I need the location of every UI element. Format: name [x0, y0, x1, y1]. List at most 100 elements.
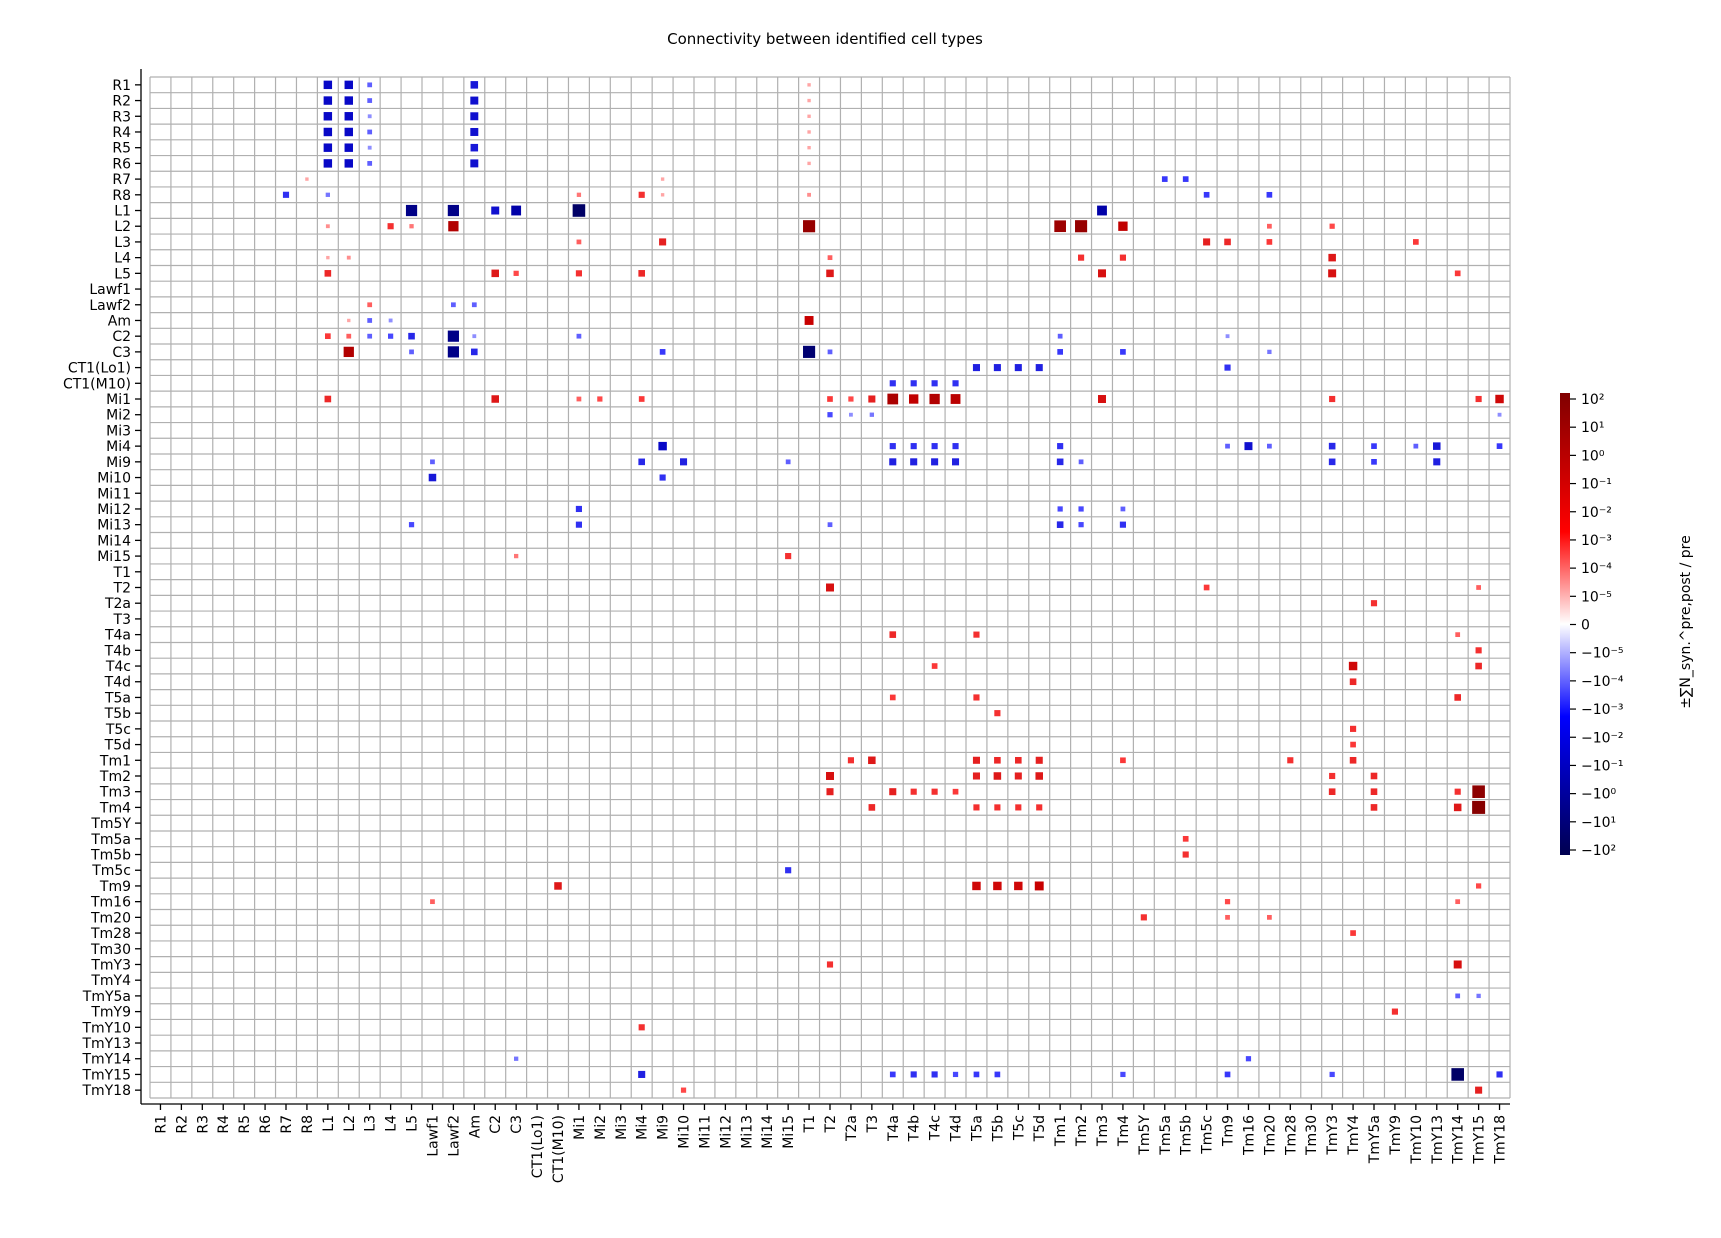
connectivity-cell — [973, 694, 980, 701]
y-tick-label: C3 — [112, 345, 131, 361]
connectivity-cell — [1078, 459, 1084, 465]
y-tick-label: Lawf1 — [89, 282, 131, 298]
connectivity-cell — [409, 349, 414, 355]
connectivity-cell — [1119, 254, 1126, 261]
y-tick-label: TmY13 — [81, 1036, 131, 1052]
x-tick-label: TmY5a — [1367, 1115, 1383, 1164]
x-tick-label: Tm20 — [1262, 1115, 1278, 1156]
y-tick-label: Mi9 — [106, 455, 131, 471]
x-tick-label: Tm1 — [1053, 1115, 1069, 1147]
connectivity-cell — [511, 205, 522, 216]
connectivity-cell — [910, 1071, 917, 1078]
connectivity-cell — [1225, 334, 1230, 339]
connectivity-cell — [931, 663, 938, 669]
connectivity-cell — [576, 239, 582, 245]
y-tick-label: Tm9 — [99, 879, 131, 895]
connectivity-cell — [807, 161, 811, 166]
connectivity-cell — [1161, 176, 1168, 182]
connectivity-cell — [367, 98, 373, 103]
connectivity-cell — [952, 1071, 959, 1078]
y-tick-label: Tm1 — [99, 753, 131, 769]
colorbar-gradient — [1560, 393, 1570, 855]
y-tick-label: TmY14 — [81, 1052, 131, 1068]
connectivity-cell — [1014, 364, 1022, 372]
connectivity-cell — [638, 1024, 645, 1031]
x-tick-label: R6 — [258, 1115, 274, 1134]
y-tick-label: Tm2 — [99, 769, 131, 785]
connectivity-cell — [785, 867, 792, 874]
connectivity-cell — [1329, 223, 1335, 229]
connectivity-cell — [554, 882, 562, 890]
grid-layer — [149, 76, 1511, 1099]
connectivity-cell — [491, 269, 499, 278]
connectivity-cell — [993, 881, 1002, 891]
connectivity-cell — [1472, 785, 1485, 798]
connectivity-cell — [1328, 442, 1336, 450]
x-tick-label: TmY10 — [1409, 1115, 1425, 1165]
connectivity-cell — [1433, 442, 1441, 450]
connectivity-cell — [325, 192, 330, 197]
connectivity-cell — [972, 772, 980, 780]
connectivity-cell — [1054, 220, 1066, 233]
y-tick-label: Tm30 — [90, 942, 131, 958]
connectivity-cell — [973, 1071, 980, 1078]
connectivity-cell — [807, 145, 811, 150]
connectivity-cell — [430, 459, 435, 465]
x-tick-label: Tm5c — [1200, 1115, 1216, 1155]
colorbar-tick-label: 10⁻² — [1581, 505, 1612, 521]
x-tick-label: T5d — [1032, 1115, 1048, 1142]
connectivity-cell — [324, 395, 332, 403]
connectivity-cell — [826, 961, 834, 968]
y-tick-label: Mi15 — [97, 549, 131, 565]
y-tick-label: C2 — [112, 329, 131, 345]
y-tick-label: Mi10 — [97, 471, 131, 487]
connectivity-cell — [994, 756, 1001, 764]
x-tick-label: Mi1 — [572, 1115, 588, 1140]
connectivity-cell — [388, 318, 393, 323]
connectivity-cell — [1120, 349, 1126, 355]
connectivity-cell — [827, 349, 833, 355]
colorbar-tick-label: 10⁻⁵ — [1581, 589, 1612, 605]
y-tick-label: Mi4 — [106, 439, 131, 455]
connectivity-cell — [1451, 1068, 1464, 1081]
y-tick-label: L4 — [114, 251, 131, 267]
connectivity-cell — [638, 191, 645, 198]
x-tick-label: Tm5a — [1158, 1115, 1174, 1156]
connectivity-cell — [929, 393, 940, 405]
connectivity-cell — [869, 412, 874, 417]
connectivity-cell — [1057, 349, 1063, 355]
connectivity-cell — [1225, 914, 1230, 920]
x-tick-label: Lawf2 — [446, 1115, 462, 1157]
connectivity-cell — [1075, 220, 1088, 233]
connectivity-cell — [447, 204, 459, 217]
x-tick-label: TmY15 — [1472, 1115, 1488, 1165]
connectivity-cell — [1034, 881, 1044, 891]
connectivity-cell — [659, 238, 667, 246]
colorbar-tick-label: 10⁻⁴ — [1581, 561, 1612, 577]
connectivity-cell — [347, 318, 351, 323]
x-tick-label: Mi4 — [635, 1115, 651, 1140]
connectivity-cell — [1349, 756, 1357, 764]
connectivity-cell — [826, 788, 834, 796]
x-tick-label: T5c — [1011, 1115, 1027, 1141]
connectivity-cell — [910, 788, 917, 795]
connectivity-cell — [1266, 191, 1273, 198]
connectivity-cell — [931, 788, 938, 795]
connectivity-cell — [1433, 458, 1441, 466]
y-tick-label: T4d — [104, 675, 131, 691]
connectivity-cell — [1056, 458, 1064, 466]
connectivity-cell — [576, 192, 582, 197]
connectivity-cell — [323, 143, 333, 152]
connectivity-cell — [1267, 223, 1272, 229]
connectivity-cell — [1476, 993, 1481, 999]
colorbar-tick-label: 10⁻³ — [1581, 533, 1612, 549]
connectivity-cell — [848, 396, 854, 402]
x-tick-label: T5a — [969, 1115, 985, 1142]
x-tick-label: Mi13 — [739, 1115, 755, 1149]
connectivity-cell — [889, 1071, 896, 1078]
connectivity-cell — [1329, 395, 1336, 403]
connectivity-cell — [1225, 443, 1230, 449]
x-tick-label: T5b — [990, 1115, 1006, 1142]
